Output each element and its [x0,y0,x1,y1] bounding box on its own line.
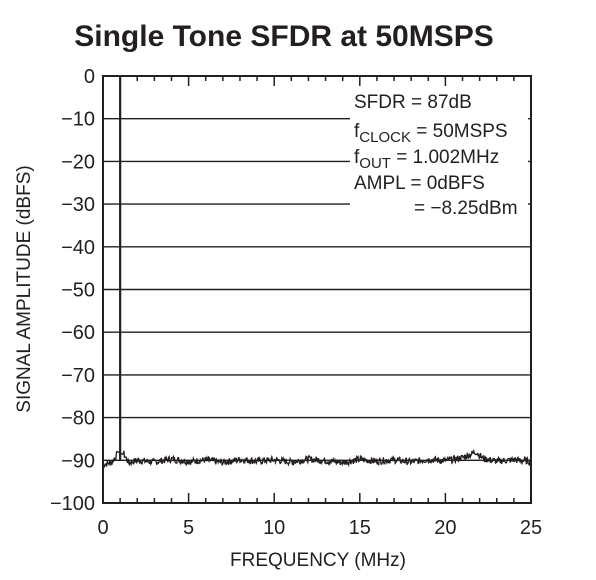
y-tick-label-6: −60 [61,322,95,344]
series-0-noise-floor [102,448,532,469]
annotation-fout: fOUT = 1.002MHz [354,147,499,172]
x-tick-label-0: 0 [97,517,108,539]
y-tick-label-9: −90 [61,450,95,472]
annotation-block: SFDR = 87dB fCLOCK = 50MSPS fOUT = 1.002… [354,92,518,219]
y-tick-label-5: −50 [61,280,95,302]
annotation-fclock-symbol: f [354,121,360,142]
y-tick-label-2: −20 [61,151,95,173]
annotation-fout-subscript: OUT [359,155,391,172]
x-tick-label-5: 25 [520,517,542,539]
axis-ticks [102,76,532,503]
y-tick-label-7: −70 [61,365,95,387]
x-tick-label-1: 5 [183,517,194,539]
chart-title: Single Tone SFDR at 50MSPS [74,20,494,53]
x-tick-labels: 0 5 10 15 20 25 [97,517,542,539]
annotation-fout-symbol: f [354,147,360,168]
y-tick-label-1: −10 [61,109,95,131]
y-tick-label-0: 0 [84,66,95,88]
y-axis-label: SIGNAL AMPLITUDE (dBFS) [14,165,35,412]
annotation-sfdr: SFDR = 87dB [354,92,472,113]
y-tick-label-3: −30 [61,194,95,216]
x-axis-label: FREQUENCY (MHz) [230,550,406,571]
x-tick-label-3: 15 [349,517,371,539]
x-tick-label-4: 20 [434,517,456,539]
y-tick-label-8: −80 [61,408,95,430]
plot-frame [102,75,532,504]
traces [102,76,532,469]
x-tick-label-2: 10 [263,517,285,539]
annotation-background [350,88,528,222]
y-tick-labels: 0 −10 −20 −30 −40 −50 −60 −70 −80 −90 −100 [50,66,95,515]
y-tick-label-4: −40 [61,237,95,259]
annotation-ampl: AMPL = 0dBFS [354,173,485,194]
annotation-fout-value: = 1.002MHz [391,147,499,168]
annotation-fclock: fCLOCK = 50MSPS [354,121,508,146]
annotation-ampl-dbm: = −8.25dBm [414,198,518,219]
annotation-fclock-value: = 50MSPS [411,121,508,142]
y-tick-label-10: −100 [50,493,95,515]
annotation-fclock-subscript: CLOCK [359,129,411,146]
